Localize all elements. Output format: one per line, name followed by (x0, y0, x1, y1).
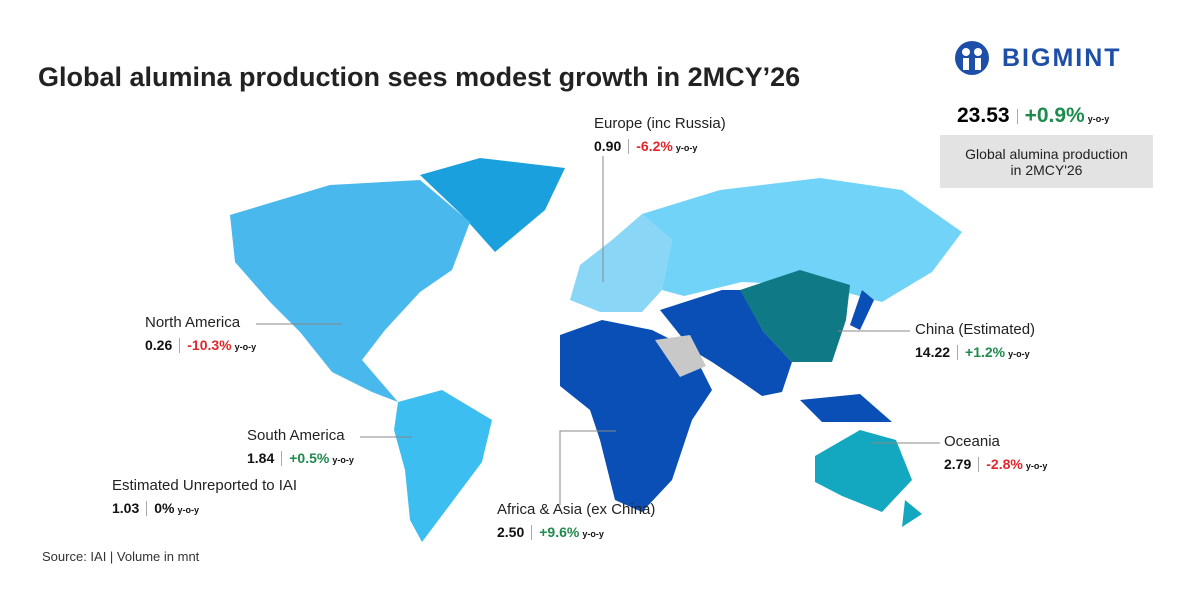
europe (570, 214, 672, 312)
region-value: 14.22 (915, 344, 951, 360)
north-america (230, 180, 470, 402)
separator (978, 456, 980, 472)
region-value: 2.79 (944, 456, 972, 472)
logo: BIGMINT (1002, 44, 1122, 72)
region-change: -6.2% (636, 138, 673, 154)
region-name: Africa & Asia (ex China) (497, 501, 656, 518)
global-caption: Global alumina production in 2MCY'26 (940, 135, 1153, 188)
separator (179, 337, 181, 353)
global-value: 23.53 (957, 104, 1010, 127)
japan (850, 290, 874, 330)
south-america (394, 390, 492, 542)
region-stats: 1.84 +0.5% y-o-y (247, 450, 354, 466)
china (740, 270, 850, 362)
caption-line: Global alumina production (965, 145, 1128, 162)
leader-line (559, 430, 616, 505)
separator (531, 524, 533, 540)
arabia (655, 335, 706, 377)
region-change: +0.5% (289, 450, 330, 466)
region-value: 0.26 (145, 337, 173, 353)
region-label: Africa & Asia (ex China) 2.50 +9.6% y-o-y (497, 501, 655, 540)
global-stat: 23.53 +0.9% y-o-y (957, 104, 1109, 128)
caption-line: in 2MCY'26 (1010, 161, 1083, 178)
leader-lines (256, 156, 940, 505)
russia (642, 178, 962, 302)
region-name: South America (247, 427, 345, 444)
region-stats: 2.79 -2.8% y-o-y (944, 456, 1047, 472)
region-value: 1.03 (112, 500, 140, 516)
source: Source: IAI | Volume in mnt (42, 549, 200, 564)
unit: y-o-y (582, 529, 604, 539)
unit: y-o-y (1025, 461, 1048, 471)
region-name: China (Estimated) (915, 321, 1036, 338)
region-change: -2.8% (986, 456, 1023, 472)
greenland (420, 158, 565, 252)
title: Global alumina production sees modest gr… (38, 62, 801, 92)
region-change: +9.6% (539, 524, 580, 540)
separator (628, 138, 630, 154)
region-stats: 2.50 +9.6% y-o-y (497, 524, 655, 540)
separator (281, 450, 283, 466)
region-change: -10.3% (187, 337, 232, 353)
region-stats: 14.22 +1.2% y-o-y (915, 344, 1035, 360)
unit: y-o-y (234, 342, 257, 352)
unit: y-o-y (332, 455, 354, 465)
unit: y-o-y (1008, 349, 1030, 359)
unit: y-o-y (1087, 114, 1110, 124)
separator (1016, 108, 1018, 124)
region-label: North America 0.26 -10.3% y-o-y (145, 314, 256, 353)
region-stats: 0.90 -6.2% y-o-y (594, 138, 726, 154)
region-stats: 0.26 -10.3% y-o-y (145, 337, 256, 353)
region-name: Europe (inc Russia) (594, 115, 726, 132)
global-change: +0.9% (1024, 104, 1085, 127)
region-stats: 1.03 0% y-o-y (112, 500, 297, 516)
se-asia (800, 394, 892, 422)
region-label: South America 1.84 +0.5% y-o-y (247, 427, 354, 466)
unit: y-o-y (177, 505, 199, 515)
region-name: Estimated Unreported to IAI (112, 477, 298, 494)
separator (957, 344, 959, 360)
region-change: 0% (154, 500, 175, 516)
region-label: China (Estimated) 14.22 +1.2% y-o-y (915, 321, 1035, 360)
separator (146, 500, 148, 516)
region-label: Oceania 2.79 -2.8% y-o-y (944, 433, 1047, 472)
region-label: Europe (inc Russia) 0.90 -6.2% y-o-y (594, 115, 726, 154)
region-value: 2.50 (497, 524, 525, 540)
region-change: +1.2% (965, 344, 1006, 360)
region-name: Oceania (944, 433, 1000, 450)
region-value: 1.84 (247, 450, 275, 466)
new-zealand (902, 500, 922, 527)
region-label: Estimated Unreported to IAI 1.03 0% y-o-y (112, 477, 297, 516)
unit: y-o-y (675, 143, 698, 153)
logo-icon (955, 41, 989, 75)
region-value: 0.90 (594, 138, 622, 154)
australia (815, 430, 912, 512)
region-name: North America (145, 314, 241, 331)
